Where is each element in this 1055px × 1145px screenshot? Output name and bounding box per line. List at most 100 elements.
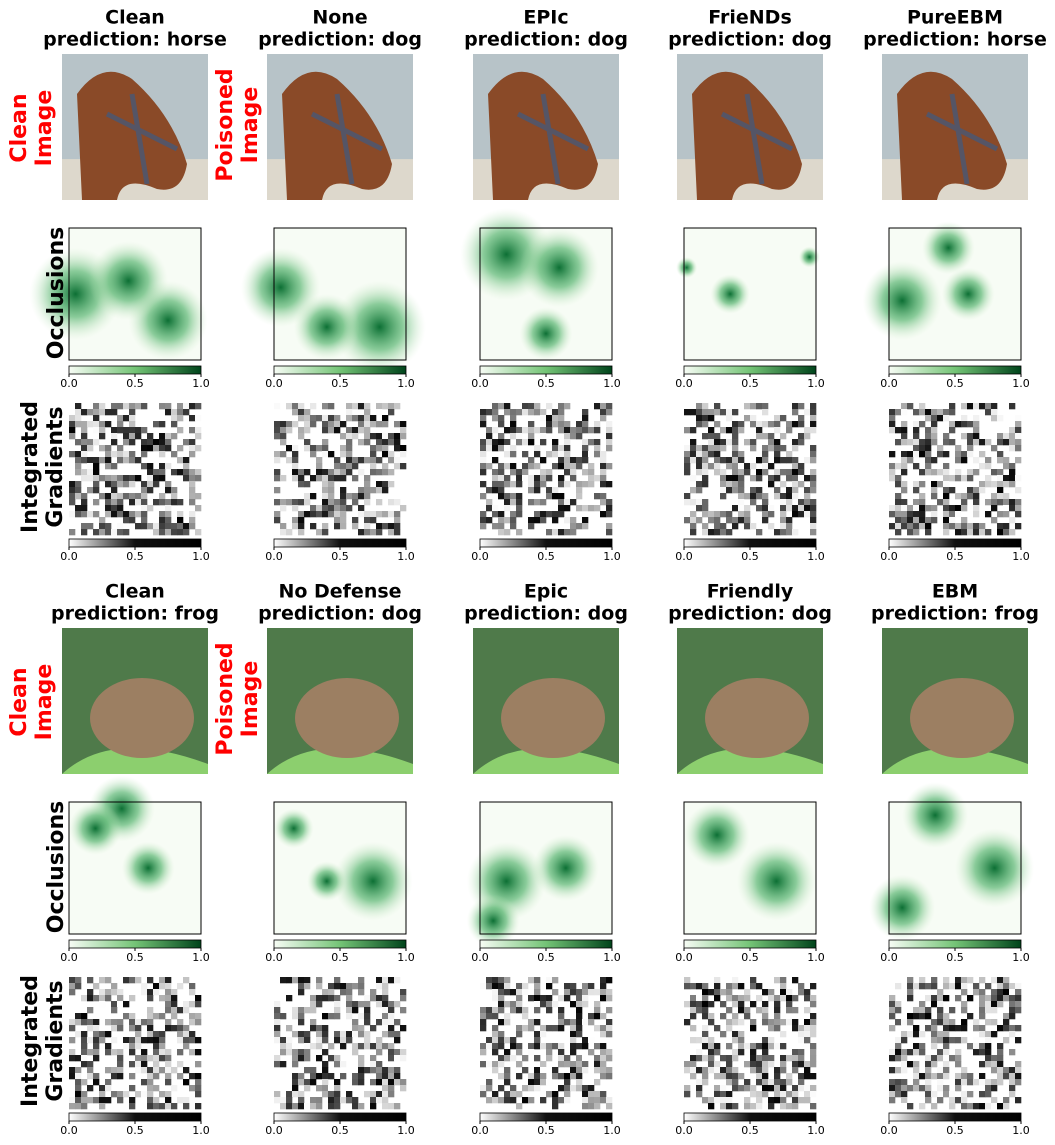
- ig-pixel: [322, 475, 328, 481]
- ig-pixel: [147, 1019, 153, 1025]
- ig-pixel: [141, 403, 147, 409]
- ig-pixel: [87, 1025, 93, 1031]
- ig-pixel: [129, 1049, 135, 1055]
- ig-pixel: [93, 995, 99, 1001]
- ig-pixel: [913, 1025, 919, 1031]
- ig-pixel: [171, 529, 177, 535]
- ig-pixel: [768, 1043, 774, 1049]
- ig-pixel: [756, 995, 762, 1001]
- ig-pixel: [528, 1049, 534, 1055]
- ig-pixel: [516, 1007, 522, 1013]
- ig-pixel: [486, 517, 492, 523]
- ig-pixel: [720, 487, 726, 493]
- colorbar-tick-label: 0.0: [60, 951, 78, 964]
- ig-pixel: [726, 427, 732, 433]
- ig-pixel: [804, 1097, 810, 1103]
- column-prediction: prediction: horse: [863, 29, 1047, 51]
- ig-pixel: [949, 1055, 955, 1061]
- ig-pixel: [919, 1031, 925, 1037]
- ig-pixel: [925, 451, 931, 457]
- occlusion-blob: [863, 261, 942, 340]
- ig-pixel: [997, 1055, 1003, 1061]
- ig-pixel: [558, 445, 564, 451]
- ig-pixel: [111, 989, 117, 995]
- ig-pixel: [352, 1073, 358, 1079]
- ig-pixel: [895, 427, 901, 433]
- ig-pixel: [582, 1043, 588, 1049]
- ig-pixel: [492, 487, 498, 493]
- ig-pixel: [280, 1013, 286, 1019]
- ig-pixel: [117, 505, 123, 511]
- ig-pixel: [726, 475, 732, 481]
- ig-pixel: [123, 1091, 129, 1097]
- ig-pixel: [546, 1079, 552, 1085]
- ig-pixel: [588, 463, 594, 469]
- ig-pixel: [388, 1103, 394, 1109]
- ig-pixel: [1009, 469, 1015, 475]
- ig-pixel: [370, 1055, 376, 1061]
- ig-pixel: [967, 475, 973, 481]
- ig-pixel: [714, 529, 720, 535]
- ig-pixel: [792, 977, 798, 983]
- ig-pixel: [738, 421, 744, 427]
- ig-pixel: [135, 427, 141, 433]
- ig-pixel: [973, 1043, 979, 1049]
- ig-pixel: [370, 511, 376, 517]
- ig-pixel: [750, 1067, 756, 1073]
- ig-pixel: [708, 1103, 714, 1109]
- ig-pixel: [732, 1079, 738, 1085]
- ig-pixel: [564, 481, 570, 487]
- ig-pixel: [123, 977, 129, 983]
- ig-pixel: [189, 487, 195, 493]
- ig-pixel: [714, 1067, 720, 1073]
- ig-pixel: [570, 433, 576, 439]
- ig-pixel: [382, 1091, 388, 1097]
- ig-pixel: [376, 445, 382, 451]
- ig-pixel: [750, 1049, 756, 1055]
- ig-pixel: [564, 439, 570, 445]
- ig-pixel: [714, 403, 720, 409]
- ig-pixel: [129, 1037, 135, 1043]
- ig-pixel: [756, 421, 762, 427]
- ig-pixel: [967, 1079, 973, 1085]
- ig-pixel: [931, 487, 937, 493]
- ig-pixel: [943, 1073, 949, 1079]
- ig-pixel: [382, 481, 388, 487]
- ig-pixel: [907, 1013, 913, 1019]
- ig-pixel: [798, 469, 804, 475]
- ig-pixel: [967, 493, 973, 499]
- column-title: None: [312, 7, 367, 29]
- ig-pixel: [504, 409, 510, 415]
- ig-pixel: [159, 529, 165, 535]
- ig-pixel: [708, 1019, 714, 1025]
- ig-pixel: [792, 529, 798, 535]
- ig-pixel: [382, 1019, 388, 1025]
- ig-pixel: [394, 439, 400, 445]
- ig-pixel: [528, 1019, 534, 1025]
- ig-pixel: [1003, 511, 1009, 517]
- ig-pixel: [582, 415, 588, 421]
- colorbar-tick-label: 0.5: [331, 550, 349, 563]
- ig-pixel: [979, 463, 985, 469]
- ig-pixel: [937, 451, 943, 457]
- ig-pixel: [352, 415, 358, 421]
- ig-pixel: [925, 433, 931, 439]
- colorbar-tick-label: 1.0: [603, 550, 621, 563]
- ig-pixel: [159, 403, 165, 409]
- ig-pixel: [756, 475, 762, 481]
- ig-pixel: [738, 995, 744, 1001]
- ig-pixel: [334, 1061, 340, 1067]
- occlusion-blob: [69, 802, 122, 855]
- ig-pixel: [117, 1025, 123, 1031]
- ig-pixel: [949, 1019, 955, 1025]
- colorbar-tick-label: 1.0: [192, 377, 210, 390]
- ig-pixel: [732, 421, 738, 427]
- ig-pixel: [141, 517, 147, 523]
- ig-pixel: [364, 409, 370, 415]
- ig-pixel: [298, 1007, 304, 1013]
- ig-pixel: [1003, 1073, 1009, 1079]
- ig-pixel: [298, 409, 304, 415]
- ig-pixel: [522, 409, 528, 415]
- ig-pixel: [316, 1037, 322, 1043]
- ig-pixel: [123, 415, 129, 421]
